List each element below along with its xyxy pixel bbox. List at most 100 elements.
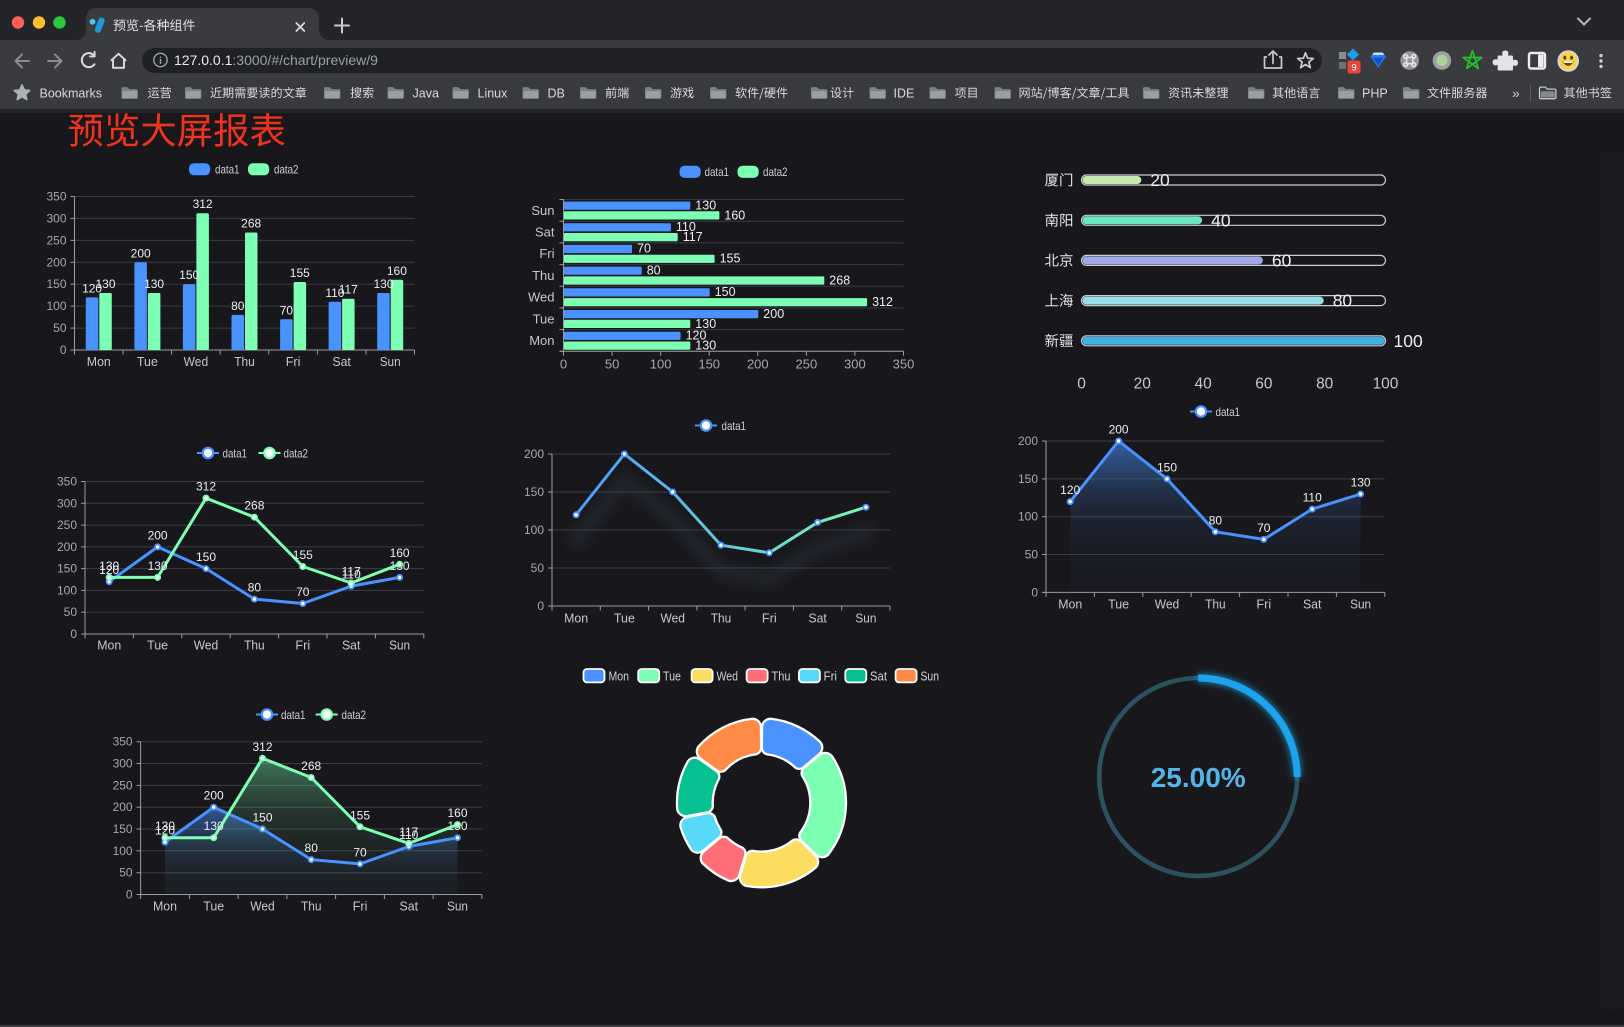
svg-text:200: 200	[1018, 434, 1038, 448]
svg-text:Sun: Sun	[380, 354, 401, 369]
svg-text:Tue: Tue	[1108, 597, 1129, 612]
svg-text:Mon: Mon	[87, 354, 111, 369]
svg-text:70: 70	[637, 242, 651, 256]
svg-text:Sat: Sat	[332, 354, 351, 369]
svg-text:130: 130	[144, 277, 164, 291]
svg-text:155: 155	[720, 252, 741, 266]
svg-text:Thu: Thu	[234, 354, 255, 369]
svg-text:Tue: Tue	[614, 611, 635, 626]
svg-text:Fri: Fri	[824, 670, 838, 684]
svg-text:130: 130	[373, 277, 393, 291]
svg-text:110: 110	[676, 220, 696, 234]
svg-text:120: 120	[686, 329, 707, 343]
svg-text:DB: DB	[548, 87, 565, 101]
svg-text:100: 100	[1394, 331, 1423, 351]
svg-text:250: 250	[57, 518, 77, 532]
svg-text:120: 120	[82, 281, 102, 295]
svg-text:data1: data1	[223, 446, 248, 460]
svg-text:127.0.0.1:3000/#/chart/preview: 127.0.0.1:3000/#/chart/preview/9	[174, 52, 378, 68]
svg-text:155: 155	[290, 266, 310, 280]
svg-text:150: 150	[698, 356, 720, 371]
svg-text:130: 130	[695, 198, 716, 212]
svg-text:Wed: Wed	[717, 670, 739, 684]
svg-text:Thu: Thu	[1205, 597, 1226, 612]
svg-text:9: 9	[1351, 63, 1356, 74]
svg-text:70: 70	[353, 845, 367, 859]
svg-text:80: 80	[647, 263, 661, 277]
svg-text:200: 200	[148, 528, 168, 542]
svg-text:Thu: Thu	[711, 611, 732, 626]
svg-text:Wed: Wed	[184, 354, 209, 369]
svg-text:100: 100	[1373, 376, 1399, 393]
svg-text:data2: data2	[284, 446, 309, 460]
svg-text:50: 50	[119, 866, 133, 880]
svg-text:60: 60	[1255, 376, 1273, 393]
svg-text:312: 312	[872, 295, 893, 309]
svg-text:200: 200	[57, 540, 77, 554]
svg-text:130: 130	[695, 339, 716, 353]
svg-text:160: 160	[447, 806, 467, 820]
svg-text:20: 20	[1150, 170, 1170, 190]
svg-text:130: 130	[95, 277, 115, 291]
svg-text:80: 80	[1333, 291, 1353, 311]
svg-text:200: 200	[131, 246, 151, 260]
svg-text:40: 40	[1211, 210, 1231, 230]
svg-text:155: 155	[350, 808, 370, 822]
svg-text:268: 268	[829, 273, 850, 287]
svg-text:Mon: Mon	[97, 638, 121, 653]
svg-text:0: 0	[537, 599, 544, 613]
svg-text:110: 110	[325, 286, 344, 300]
svg-text:Mon: Mon	[153, 899, 177, 914]
svg-text:Sun: Sun	[921, 670, 940, 684]
svg-text:data1: data1	[215, 162, 240, 176]
svg-text:Sun: Sun	[531, 203, 554, 218]
svg-text:150: 150	[1018, 472, 1038, 486]
svg-text:120: 120	[99, 563, 119, 577]
svg-text:Fri: Fri	[539, 246, 554, 261]
svg-text:130: 130	[155, 819, 175, 833]
svg-text:70: 70	[296, 585, 310, 599]
svg-text:117: 117	[339, 283, 358, 297]
svg-text:IDE: IDE	[894, 87, 915, 101]
svg-text:100: 100	[57, 583, 77, 597]
svg-text:0: 0	[1031, 585, 1038, 599]
svg-text:160: 160	[724, 208, 745, 222]
svg-text:Bookmarks: Bookmarks	[40, 87, 103, 101]
svg-text:25.00%: 25.00%	[1151, 762, 1246, 793]
svg-text:0: 0	[560, 356, 567, 371]
svg-text:350: 350	[57, 475, 77, 489]
svg-text:Sun: Sun	[855, 611, 876, 626]
svg-text:300: 300	[57, 496, 77, 510]
svg-text:120: 120	[1060, 483, 1080, 497]
svg-text:160: 160	[390, 546, 410, 560]
svg-text:100: 100	[1018, 510, 1038, 524]
svg-text:130: 130	[1351, 476, 1371, 490]
svg-text:20: 20	[1134, 376, 1152, 393]
svg-text:60: 60	[1272, 250, 1292, 270]
svg-text:50: 50	[53, 321, 67, 335]
svg-text:0: 0	[60, 343, 67, 357]
svg-text:100: 100	[113, 844, 133, 858]
svg-text:Sun: Sun	[447, 899, 468, 914]
svg-text:40: 40	[1194, 376, 1212, 393]
svg-text:155: 155	[293, 548, 313, 562]
svg-text:data1: data1	[722, 419, 747, 433]
svg-text:80: 80	[231, 299, 245, 313]
svg-text:200: 200	[46, 255, 66, 269]
svg-text:130: 130	[204, 819, 224, 833]
svg-text:Linux: Linux	[478, 87, 509, 101]
svg-text:300: 300	[844, 356, 866, 371]
svg-text:Tue: Tue	[137, 354, 158, 369]
svg-text:200: 200	[113, 800, 133, 814]
svg-text:data1: data1	[705, 165, 730, 179]
svg-text:268: 268	[241, 217, 261, 231]
svg-text:312: 312	[193, 197, 213, 211]
svg-text:0: 0	[126, 888, 133, 902]
svg-text:250: 250	[113, 778, 133, 792]
svg-text:250: 250	[796, 356, 818, 371]
svg-text:130: 130	[99, 559, 119, 573]
svg-text:Sun: Sun	[1350, 597, 1371, 612]
svg-text:Sat: Sat	[1303, 597, 1322, 612]
svg-text:150: 150	[113, 822, 133, 836]
svg-text:0: 0	[1077, 376, 1086, 393]
